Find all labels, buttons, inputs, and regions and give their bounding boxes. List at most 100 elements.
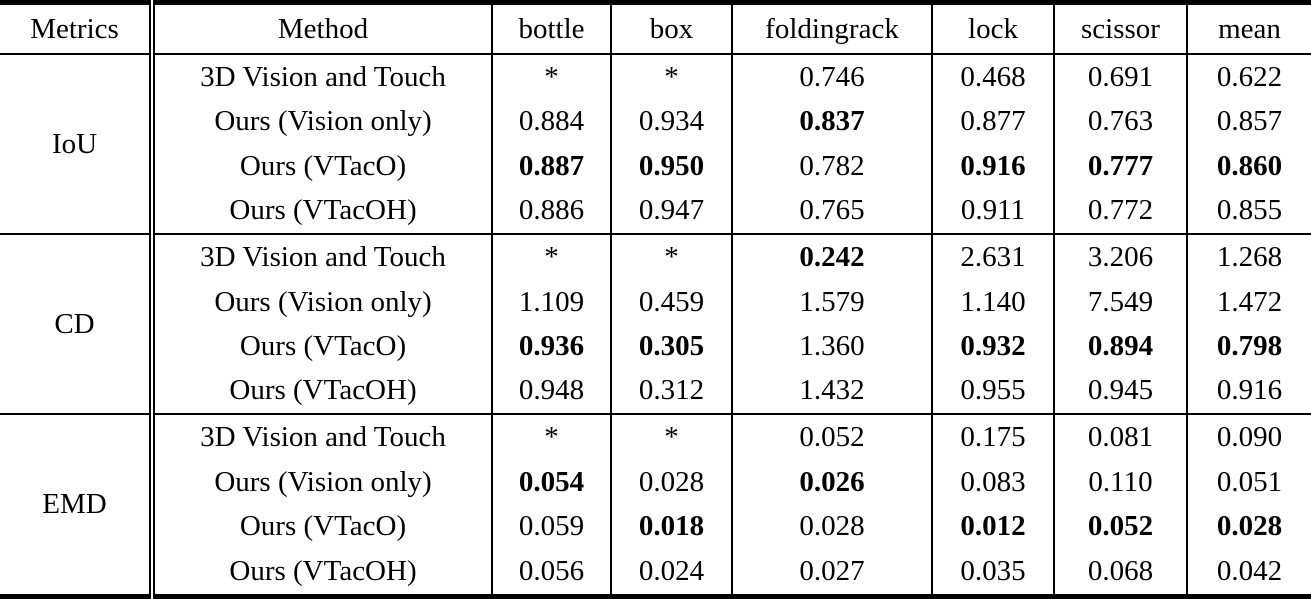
- method-cell: Ours (VTacO): [149, 504, 492, 549]
- table-row: Ours (Vision only) 0.054 0.028 0.026 0.083 0.…: [0, 459, 1311, 505]
- metric-cell: IoU: [0, 52, 152, 235]
- table-row: EMD 3D Vision and Touch * * 0.052 0.175 0.081 0…: [0, 413, 1311, 597]
- value-cell: 0.110: [1053, 459, 1187, 505]
- value-cell: 0.175: [931, 413, 1054, 460]
- table-row: Ours (VTacOH) 0.056 0.024 0.027 0.035 0.068 0.…: [0, 548, 1311, 597]
- method-cell: 3D Vision and Touch: [149, 413, 492, 460]
- table-row: Ours (VTacO) 0.887 0.950 0.782 0.916 0.777 0.8…: [0, 144, 1311, 189]
- method-cell: Ours (VTacOH): [149, 368, 492, 415]
- value-cell: 0.884: [491, 99, 611, 145]
- value-cell: 0.798: [1186, 324, 1311, 369]
- value-cell: 0.886: [491, 188, 611, 235]
- value-cell: 1.360: [731, 324, 932, 369]
- value-cell: 0.936: [491, 324, 611, 369]
- column-header-scissor: scissor: [1053, 2, 1187, 55]
- value-cell: 0.242: [731, 233, 932, 280]
- column-header-box: box: [610, 2, 732, 55]
- value-cell: 0.459: [610, 279, 732, 325]
- table-row: Ours (Vision only) 1.109 0.459 1.579 1.140 7.…: [0, 279, 1311, 325]
- value-cell: 0.877: [931, 99, 1054, 145]
- value-cell: 2.631: [931, 233, 1054, 280]
- value-cell: 0.035: [931, 548, 1054, 597]
- value-cell: 0.051: [1186, 459, 1311, 505]
- column-header-mean: mean: [1186, 2, 1311, 55]
- method-cell: 3D Vision and Touch: [149, 53, 492, 100]
- value-cell: 0.887: [491, 144, 611, 189]
- value-cell: *: [491, 53, 611, 100]
- method-cell: Ours (Vision only): [149, 99, 492, 145]
- value-cell: 0.945: [1053, 368, 1187, 415]
- value-cell: 0.622: [1186, 53, 1311, 100]
- value-cell: *: [610, 233, 732, 280]
- value-cell: 7.549: [1053, 279, 1187, 325]
- value-cell: 0.028: [731, 504, 932, 549]
- value-cell: 0.083: [931, 459, 1054, 505]
- value-cell: 0.090: [1186, 413, 1311, 460]
- table-row: Ours (VTacO) 0.936 0.305 1.360 0.932 0.894 0.7…: [0, 324, 1311, 369]
- column-header-bottle: bottle: [491, 2, 611, 55]
- value-cell: 0.054: [491, 459, 611, 505]
- value-cell: 0.059: [491, 504, 611, 549]
- method-cell: Ours (Vision only): [149, 459, 492, 505]
- value-cell: 0.763: [1053, 99, 1187, 145]
- value-cell: *: [610, 53, 732, 100]
- value-cell: 0.916: [931, 144, 1054, 189]
- table-row: IoU 3D Vision and Touch * * 0.746 0.468 0.691 0…: [0, 52, 1311, 235]
- value-cell: 0.028: [610, 459, 732, 505]
- column-header-method: Method: [149, 2, 492, 55]
- value-cell: 0.948: [491, 368, 611, 415]
- value-cell: 0.056: [491, 548, 611, 597]
- column-header-foldingrack: foldingrack: [731, 2, 932, 55]
- value-cell: 0.305: [610, 324, 732, 369]
- value-cell: 0.860: [1186, 144, 1311, 189]
- value-cell: 0.894: [1053, 324, 1187, 369]
- table-row: CD 3D Vision and Touch * * 0.242 2.631 3.206 1.…: [0, 233, 1311, 415]
- value-cell: 0.052: [731, 413, 932, 460]
- value-cell: 0.027: [731, 548, 932, 597]
- value-cell: 3.206: [1053, 233, 1187, 280]
- value-cell: 0.468: [931, 53, 1054, 100]
- table-row: Ours (VTacOH) 0.886 0.947 0.765 0.911 0.772 0.…: [0, 188, 1311, 235]
- value-cell: 1.432: [731, 368, 932, 415]
- value-cell: 0.028: [1186, 504, 1311, 549]
- value-cell: 1.109: [491, 279, 611, 325]
- method-cell: Ours (Vision only): [149, 279, 492, 325]
- value-cell: 0.932: [931, 324, 1054, 369]
- method-cell: Ours (VTacOH): [149, 548, 492, 597]
- value-cell: 0.916: [1186, 368, 1311, 415]
- value-cell: 0.837: [731, 99, 932, 145]
- value-cell: 0.012: [931, 504, 1054, 549]
- column-header-metrics: Metrics: [0, 2, 152, 55]
- value-cell: 0.772: [1053, 188, 1187, 235]
- value-cell: 0.857: [1186, 99, 1311, 145]
- column-header-lock: lock: [931, 2, 1054, 55]
- metric-cell: EMD: [0, 413, 152, 597]
- value-cell: 0.018: [610, 504, 732, 549]
- value-cell: 0.947: [610, 188, 732, 235]
- value-cell: 0.765: [731, 188, 932, 235]
- value-cell: 1.579: [731, 279, 932, 325]
- value-cell: 0.068: [1053, 548, 1187, 597]
- method-cell: Ours (VTacO): [149, 144, 492, 189]
- value-cell: *: [610, 413, 732, 460]
- method-cell: Ours (VTacOH): [149, 188, 492, 235]
- value-cell: 0.691: [1053, 53, 1187, 100]
- table-header: Metrics Method bottle box foldingrack lo…: [0, 2, 1311, 55]
- value-cell: 0.777: [1053, 144, 1187, 189]
- metric-cell: CD: [0, 233, 152, 415]
- value-cell: 1.472: [1186, 279, 1311, 325]
- value-cell: 1.268: [1186, 233, 1311, 280]
- value-cell: 0.911: [931, 188, 1054, 235]
- value-cell: 0.950: [610, 144, 732, 189]
- value-cell: 0.026: [731, 459, 932, 505]
- method-cell: Ours (VTacO): [149, 324, 492, 369]
- value-cell: 0.955: [931, 368, 1054, 415]
- value-cell: *: [491, 233, 611, 280]
- value-cell: 0.746: [731, 53, 932, 100]
- value-cell: 0.024: [610, 548, 732, 597]
- value-cell: 0.782: [731, 144, 932, 189]
- value-cell: 0.934: [610, 99, 732, 145]
- method-cell: 3D Vision and Touch: [149, 233, 492, 280]
- table-row: Ours (VTacOH) 0.948 0.312 1.432 0.955 0.945 0.…: [0, 368, 1311, 415]
